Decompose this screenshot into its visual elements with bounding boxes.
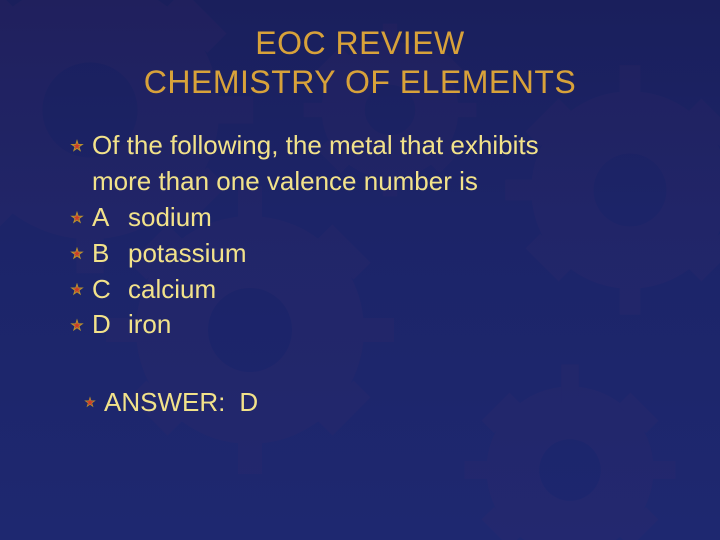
question-text: Of the following, the metal that exhibit…	[92, 128, 670, 164]
slide-title: EOC REVIEW CHEMISTRY OF ELEMENTS	[50, 24, 670, 102]
slide: EOC REVIEW CHEMISTRY OF ELEMENTS Of the …	[0, 0, 720, 540]
option-letter: C	[92, 272, 128, 308]
option-text: calcium	[128, 272, 216, 308]
star-bullet-icon	[70, 283, 84, 297]
content-area: EOC REVIEW CHEMISTRY OF ELEMENTS Of the …	[0, 0, 720, 420]
option-text: potassium	[128, 236, 247, 272]
title-line-1: EOC REVIEW	[255, 25, 464, 61]
option-letter: D	[92, 307, 128, 343]
answer-value: D	[239, 385, 258, 420]
option-text: sodium	[128, 200, 212, 236]
option-row: Bpotassium	[70, 236, 670, 272]
option-text: iron	[128, 307, 171, 343]
title-line-2: CHEMISTRY OF ELEMENTS	[144, 64, 577, 100]
answer-block: ANSWER: D	[50, 385, 670, 420]
option-letter: B	[92, 236, 128, 272]
answer-label: ANSWER:	[104, 385, 225, 420]
option-row: Diron	[70, 307, 670, 343]
answer-line: ANSWER: D	[84, 385, 670, 420]
option-row: Asodium	[70, 200, 670, 236]
question-block: Of the following, the metal that exhibit…	[50, 128, 670, 343]
question-line-1: Of the following, the metal that exhibit…	[70, 128, 670, 164]
question-line-2: more than one valence number is	[70, 164, 670, 200]
star-bullet-icon	[70, 211, 84, 225]
options-list: AsodiumBpotassiumCcalciumDiron	[70, 200, 670, 344]
star-bullet-icon	[70, 247, 84, 261]
star-bullet-icon	[70, 318, 84, 332]
star-bullet-icon	[84, 396, 96, 408]
option-row: Ccalcium	[70, 272, 670, 308]
question-rest: the following, the metal that exhibits	[119, 130, 538, 160]
option-letter: A	[92, 200, 128, 236]
star-bullet-icon	[70, 139, 84, 153]
question-lead: Of	[92, 130, 119, 160]
